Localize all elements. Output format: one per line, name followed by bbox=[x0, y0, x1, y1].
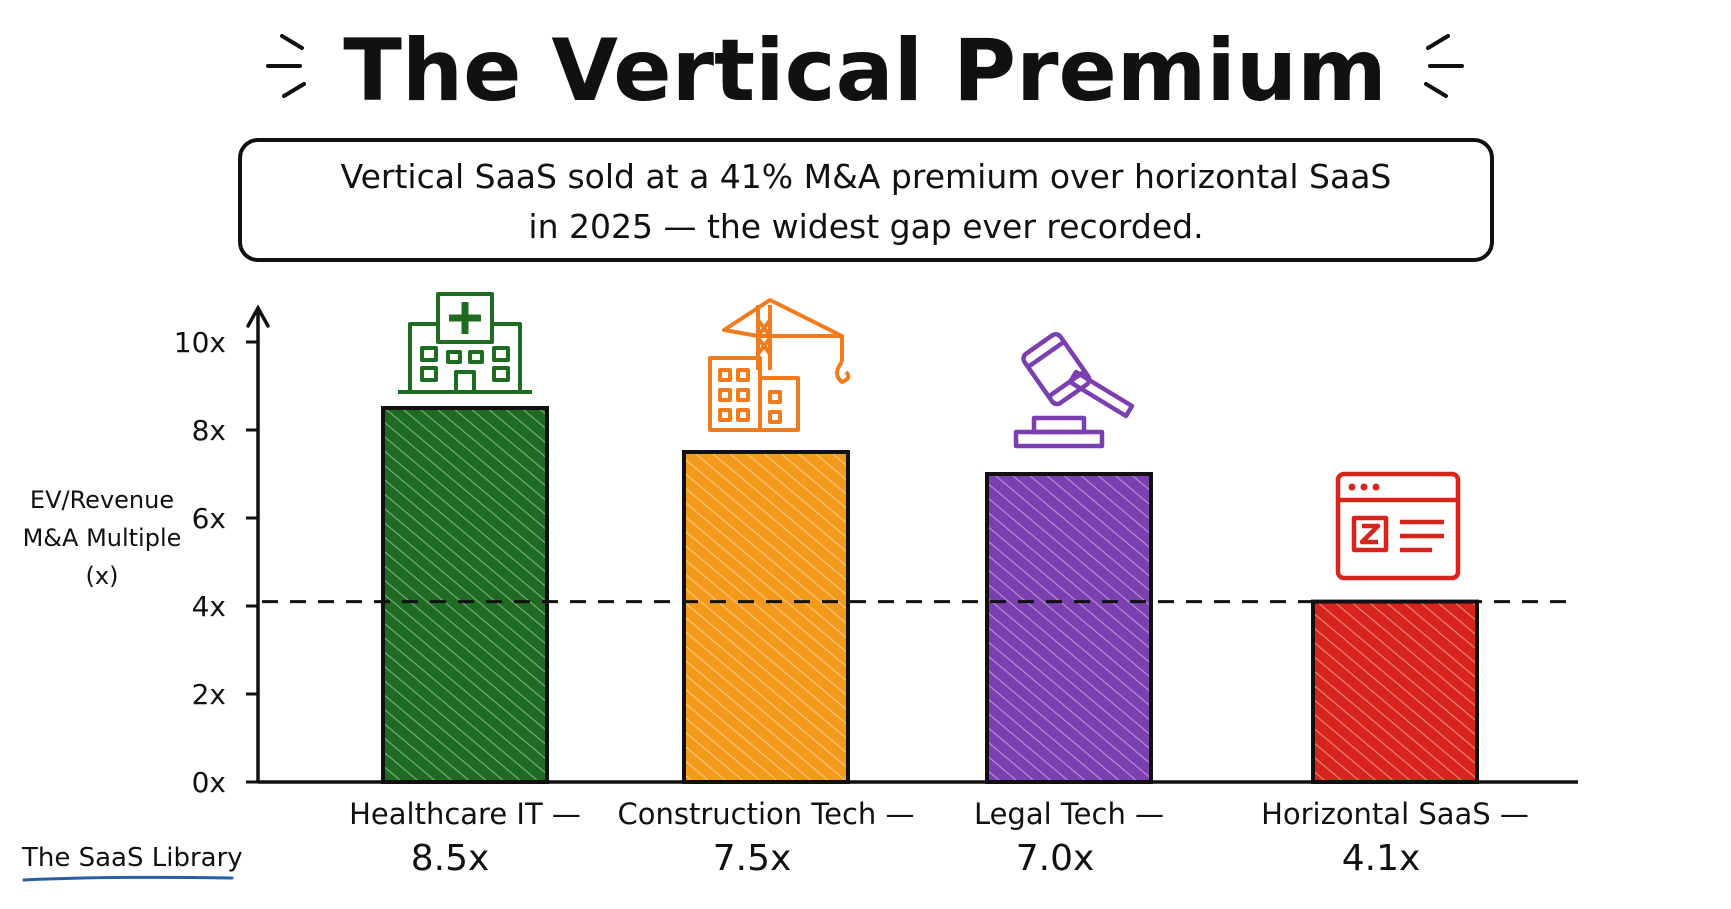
value-label-horizontal-saas: 4.1x bbox=[1342, 838, 1421, 879]
category-label-horizontal-saas: Horizontal SaaS — bbox=[1261, 797, 1529, 831]
category-label-healthcare-it: Healthcare IT — bbox=[349, 797, 581, 831]
bar-hatching bbox=[686, 454, 846, 780]
y-axis-arrow bbox=[246, 304, 270, 328]
y-axis-label-line-2: M&A Multiple bbox=[23, 524, 182, 552]
bar-hatching bbox=[989, 476, 1149, 780]
gavel-icon bbox=[1013, 332, 1135, 449]
y-tick-label: 0x bbox=[192, 766, 226, 799]
saas-browser-window-icon bbox=[1335, 471, 1461, 581]
bar-hatching bbox=[1315, 603, 1475, 780]
bar-construction-tech bbox=[682, 450, 850, 784]
brand-underline bbox=[22, 875, 234, 882]
construction-crane-icon bbox=[708, 298, 851, 432]
category-label-legal-tech: Legal Tech — bbox=[974, 797, 1164, 831]
title-sparkle-right-icon bbox=[1424, 34, 1464, 98]
bar-horizontal-saas bbox=[1311, 599, 1479, 784]
y-tick-label: 10x bbox=[174, 326, 226, 359]
y-tick-label: 4x bbox=[192, 590, 226, 623]
value-label-healthcare-it: 8.5x bbox=[411, 838, 490, 879]
y-tick-label: 6x bbox=[192, 502, 226, 535]
bar-hatching bbox=[385, 410, 545, 780]
bar-healthcare-it bbox=[381, 406, 549, 784]
subtitle-box bbox=[238, 138, 1494, 262]
y-tick-label: 8x bbox=[192, 414, 226, 447]
y-axis-label-line-1: EV/Revenue bbox=[30, 486, 174, 514]
brand-name: The SaaS Library bbox=[21, 843, 243, 873]
value-label-construction-tech: 7.5x bbox=[713, 838, 792, 879]
bar-legal-tech bbox=[985, 472, 1153, 784]
y-axis-label-line-3: (x) bbox=[86, 562, 119, 590]
value-label-legal-tech: 7.0x bbox=[1016, 838, 1095, 879]
hospital-icon bbox=[398, 292, 532, 394]
title-sparkle-left-icon bbox=[266, 34, 306, 98]
subtitle-line-2: in 2025 — the widest gap ever recorded. bbox=[528, 207, 1203, 246]
bars bbox=[381, 406, 1479, 784]
subtitle-line-1: Vertical SaaS sold at a 41% M&A premium … bbox=[341, 157, 1392, 196]
chart-title: The Vertical Premium bbox=[343, 21, 1386, 121]
category-label-construction-tech: Construction Tech — bbox=[617, 797, 914, 831]
y-ticks: 0x 2x 4x 6x 8x 10x bbox=[174, 326, 258, 799]
y-tick-label: 2x bbox=[192, 678, 226, 711]
